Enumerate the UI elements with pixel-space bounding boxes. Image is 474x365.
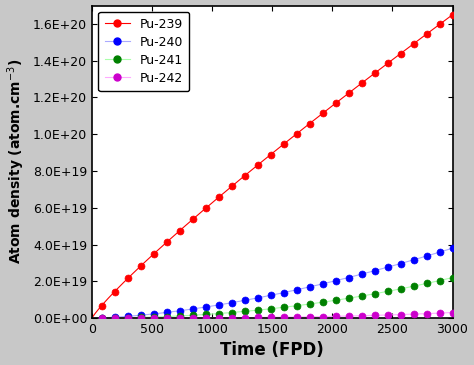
Legend: Pu-239, Pu-240, Pu-241, Pu-242: Pu-239, Pu-240, Pu-241, Pu-242 bbox=[98, 12, 189, 91]
X-axis label: Time (FPD): Time (FPD) bbox=[220, 341, 324, 360]
Y-axis label: Atom density (atom.cm$^{-3}$): Atom density (atom.cm$^{-3}$) bbox=[6, 59, 27, 264]
